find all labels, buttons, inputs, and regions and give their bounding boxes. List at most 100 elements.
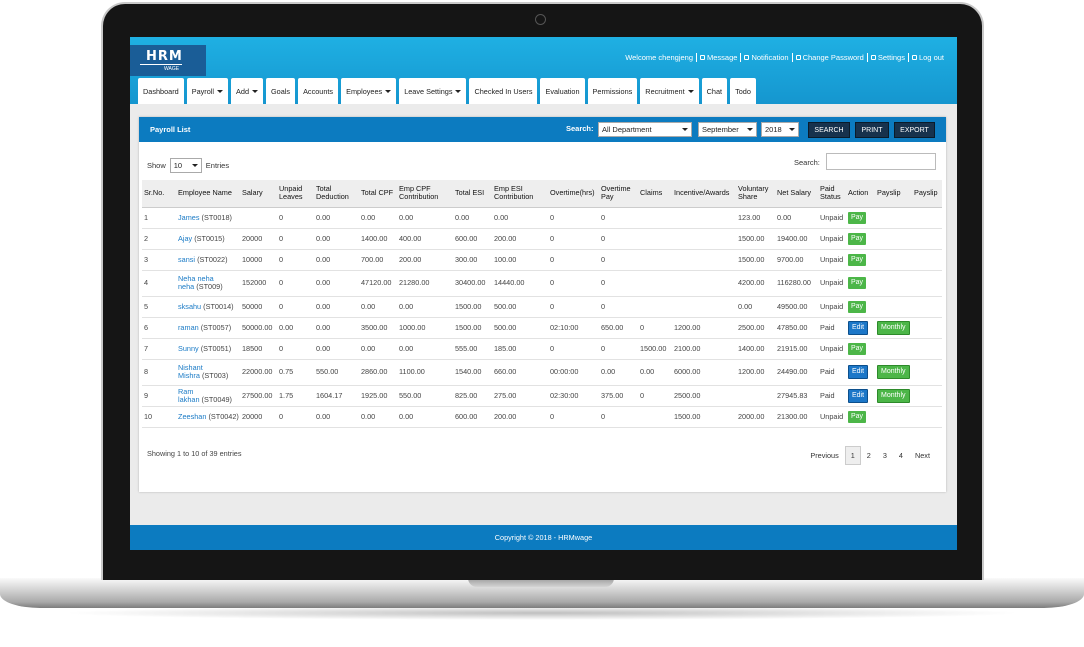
cell-employee: Neha neha neha (ST009) bbox=[176, 270, 240, 297]
cell: 650.00 bbox=[599, 317, 638, 339]
action-button[interactable]: Edit bbox=[848, 320, 869, 335]
employee-name[interactable]: raman bbox=[178, 322, 199, 332]
nav-tab[interactable]: Chat bbox=[701, 78, 728, 104]
dropdown-caret bbox=[455, 89, 462, 93]
column-header: Paid Status bbox=[818, 180, 846, 208]
panel-button[interactable]: EXPORT bbox=[894, 122, 935, 138]
action-button[interactable]: Pay bbox=[848, 342, 867, 355]
header-link[interactable]: Log out bbox=[907, 53, 947, 62]
cell: Unpaid bbox=[818, 270, 846, 297]
nav-label[interactable]: Todo bbox=[735, 86, 751, 96]
page-previous[interactable]: Previous bbox=[810, 451, 839, 460]
nav-label[interactable]: Evaluation bbox=[545, 86, 580, 96]
nav-tab[interactable]: Accounts bbox=[298, 78, 339, 104]
employee-name[interactable]: Neha neha neha bbox=[178, 274, 214, 291]
nav-tab[interactable]: Employees bbox=[341, 78, 397, 104]
nav-label[interactable]: Add bbox=[236, 86, 249, 96]
nav-label[interactable]: Leave Settings bbox=[404, 86, 453, 96]
employee-name[interactable]: sansi bbox=[178, 254, 196, 264]
panel-button[interactable]: PRINT bbox=[855, 122, 889, 138]
screen: HRM WAGE Welcome chengjeng Message Notifi… bbox=[130, 37, 957, 550]
nav-label[interactable]: Checked In Users bbox=[474, 86, 533, 96]
payslip-button[interactable]: Monthly bbox=[877, 388, 910, 403]
header-link-text[interactable]: Log out bbox=[918, 53, 944, 62]
table-search-input[interactable] bbox=[826, 153, 936, 170]
cell: 200.00 bbox=[492, 406, 548, 428]
action-button[interactable]: Pay bbox=[848, 300, 867, 313]
action-button[interactable]: Edit bbox=[848, 365, 869, 379]
page-number[interactable]: 2 bbox=[866, 451, 871, 460]
header-link-text[interactable]: Change Password bbox=[802, 53, 864, 62]
page-number[interactable]: 1 bbox=[844, 446, 861, 465]
cell-action: Edit bbox=[846, 317, 875, 339]
nav-tab[interactable]: Dashboard bbox=[138, 78, 184, 104]
cell: 0 bbox=[548, 406, 599, 428]
cell: 0 bbox=[277, 296, 314, 318]
page-size-select[interactable]: 10 bbox=[169, 158, 202, 173]
employee-name[interactable]: Ram lakhan bbox=[178, 386, 200, 404]
logo[interactable]: HRM WAGE bbox=[130, 45, 206, 76]
nav-tab[interactable]: Checked In Users bbox=[469, 78, 538, 104]
nav-label[interactable]: Employees bbox=[346, 86, 383, 96]
cell: 0.00 bbox=[359, 296, 397, 318]
cell: 0.00 bbox=[314, 249, 359, 271]
header-link[interactable]: Settings bbox=[866, 53, 908, 62]
page-number[interactable]: 3 bbox=[882, 451, 887, 460]
employee-name[interactable]: Zeeshan bbox=[178, 411, 207, 421]
nav-tab[interactable]: Permissions bbox=[587, 78, 638, 104]
nav-label[interactable]: Payroll bbox=[191, 86, 215, 96]
nav-tab[interactable]: Leave Settings bbox=[399, 78, 467, 104]
cell: 550.00 bbox=[314, 359, 359, 386]
header-link[interactable]: Notification bbox=[740, 53, 791, 62]
cell: 0 bbox=[277, 270, 314, 297]
nav-label[interactable]: Dashboard bbox=[143, 86, 179, 96]
department-select[interactable]: All Department bbox=[598, 122, 692, 137]
action-button[interactable]: Pay bbox=[848, 253, 867, 266]
employee-name[interactable]: sksahu bbox=[178, 301, 202, 311]
action-button[interactable]: Pay bbox=[848, 211, 867, 224]
cell: 0.00 bbox=[314, 296, 359, 318]
employee-name[interactable]: Ajay bbox=[178, 233, 193, 243]
action-button[interactable]: Edit bbox=[848, 388, 869, 403]
cell: 1500.00 bbox=[638, 338, 672, 360]
header-link-text[interactable]: Settings bbox=[877, 53, 905, 62]
panel-button[interactable]: SEARCH bbox=[808, 122, 850, 138]
nav-tab[interactable]: Evaluation bbox=[540, 78, 585, 104]
cell: Paid bbox=[818, 317, 846, 339]
column-header: Incentive/Awards bbox=[672, 180, 736, 208]
header-link-text[interactable]: Notification bbox=[751, 53, 789, 62]
employee-name[interactable]: Sunny bbox=[178, 343, 199, 353]
page-number[interactable]: 4 bbox=[898, 451, 903, 460]
month-select[interactable]: September bbox=[698, 122, 757, 137]
nav-tab[interactable]: Recruitment bbox=[640, 78, 699, 104]
cell-action: Pay bbox=[846, 296, 875, 318]
employee-name[interactable]: James bbox=[178, 212, 200, 222]
icon bbox=[870, 55, 876, 60]
nav-label[interactable]: Accounts bbox=[303, 86, 334, 96]
nav-tab[interactable]: Todo bbox=[730, 78, 756, 104]
header-link-text[interactable]: Message bbox=[707, 53, 738, 62]
action-button[interactable]: Pay bbox=[848, 277, 867, 289]
employee-name[interactable]: Nishant Mishra bbox=[178, 363, 203, 380]
payslip-button[interactable]: Monthly bbox=[877, 320, 910, 335]
nav-tab[interactable]: Add bbox=[231, 78, 263, 104]
action-button[interactable]: Pay bbox=[848, 410, 867, 423]
cell: Unpaid bbox=[818, 406, 846, 428]
cell-payslip bbox=[875, 207, 912, 229]
nav-label[interactable]: Recruitment bbox=[645, 86, 685, 96]
payslip-button[interactable]: Monthly bbox=[877, 365, 910, 379]
nav-tab[interactable]: Goals bbox=[266, 78, 296, 104]
action-button[interactable]: Pay bbox=[848, 232, 867, 245]
header-link[interactable]: Change Password bbox=[791, 53, 867, 62]
nav-label[interactable]: Chat bbox=[706, 86, 723, 96]
cell: 123.00 bbox=[736, 207, 775, 229]
nav-label[interactable]: Goals bbox=[271, 86, 291, 96]
header-link[interactable]: Message bbox=[696, 53, 740, 62]
cell: 9700.00 bbox=[775, 249, 818, 271]
year-select[interactable]: 2018 bbox=[761, 122, 799, 137]
cell: 0.00 bbox=[277, 317, 314, 339]
nav-tab[interactable]: Payroll bbox=[186, 78, 229, 104]
page-size: 10 bbox=[173, 161, 183, 170]
page-next[interactable]: Next bbox=[914, 451, 930, 460]
nav-label[interactable]: Permissions bbox=[592, 86, 633, 96]
